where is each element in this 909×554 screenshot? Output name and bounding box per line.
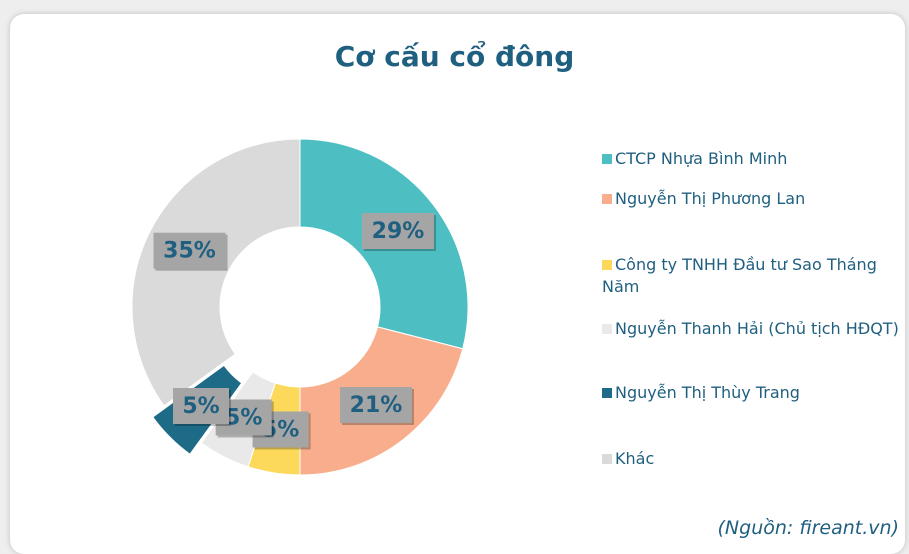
data-label-box	[153, 232, 226, 269]
data-label: 5%	[182, 394, 219, 419]
legend-label: Công ty TNHH Đầu tư Sao Tháng Năm	[602, 255, 877, 296]
legend-swatch	[602, 388, 612, 398]
legend-swatch	[602, 324, 612, 334]
data-label: 5%	[225, 405, 262, 430]
legend-item: Nguyễn Thanh Hải (Chủ tịch HĐQT)	[602, 318, 902, 340]
legend-swatch	[602, 454, 612, 464]
legend-label: CTCP Nhựa Bình Minh	[615, 149, 788, 168]
legend-item: Nguyễn Thị Phương Lan	[602, 188, 902, 210]
chart-title: Cơ cấu cổ đông	[334, 40, 575, 73]
donut-slice	[131, 138, 301, 407]
data-label-box	[173, 387, 230, 424]
legend-swatch	[602, 194, 612, 204]
data-label-box	[340, 386, 413, 423]
legend-item: Khác	[602, 448, 902, 470]
legend-item: Nguyễn Thị Thùy Trang	[602, 382, 902, 404]
legend-item: CTCP Nhựa Bình Minh	[602, 148, 902, 170]
legend-label: Nguyễn Thị Phương Lan	[615, 189, 806, 208]
data-label: 35%	[163, 239, 216, 264]
data-label: 21%	[350, 393, 403, 418]
data-label-box	[361, 212, 434, 249]
legend-swatch	[602, 260, 612, 270]
legend-label: Khác	[615, 449, 655, 468]
legend-swatch	[602, 154, 612, 164]
source: (Nguồn: fireant.vn)	[717, 517, 899, 539]
legend-label: Nguyễn Thanh Hải (Chủ tịch HĐQT)	[615, 319, 899, 338]
data-label: 29%	[372, 219, 425, 244]
legend-label: Nguyễn Thị Thùy Trang	[615, 383, 800, 402]
legend-item: Công ty TNHH Đầu tư Sao Tháng Năm	[602, 254, 902, 298]
